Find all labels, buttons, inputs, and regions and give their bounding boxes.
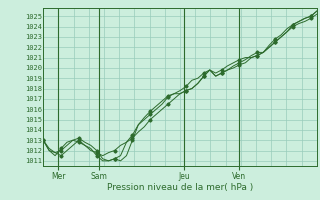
- X-axis label: Pression niveau de la mer( hPa ): Pression niveau de la mer( hPa ): [107, 183, 253, 192]
